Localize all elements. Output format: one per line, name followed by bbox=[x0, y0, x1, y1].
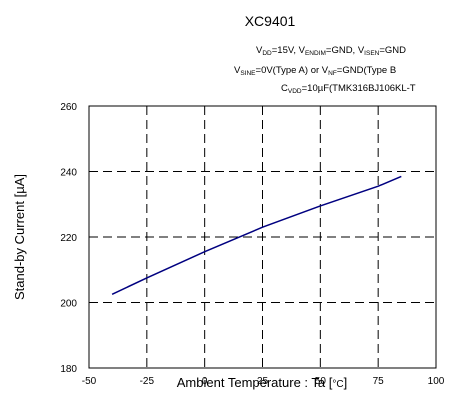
x-tick-label: -25 bbox=[140, 376, 155, 387]
y-tick-label: 200 bbox=[60, 299, 77, 310]
x-tick-label: 75 bbox=[373, 376, 385, 387]
x-axis-label: Ambient Temperature : Ta [°C] bbox=[177, 375, 347, 390]
y-tick-label: 260 bbox=[60, 102, 77, 113]
condition-line-2: VSINE=0V(Type A) or VNF=GND(Type B bbox=[234, 65, 396, 77]
y-tick-label: 240 bbox=[60, 168, 77, 179]
chart-title: XC9401 bbox=[245, 13, 296, 29]
x-tick-label: -50 bbox=[82, 376, 97, 387]
y-tick-label: 220 bbox=[60, 233, 77, 244]
x-tick-label: 0 bbox=[202, 376, 208, 387]
conditions-text: VDD=15V, VENDIM=GND, VISEN=GND VSINE=0V(… bbox=[234, 45, 416, 95]
y-tick-label: 180 bbox=[60, 364, 77, 375]
condition-line-3: CVDD=10µF(TMK316BJ106KL-T bbox=[281, 83, 416, 95]
x-tick-label: 50 bbox=[315, 376, 327, 387]
series-line bbox=[111, 175, 402, 295]
x-tick-label: 25 bbox=[257, 376, 269, 387]
series-layer bbox=[111, 175, 402, 295]
grid bbox=[89, 106, 436, 368]
tick-labels: -50 -25 0 25 50 75 100 180 200 220 240 260 bbox=[60, 102, 444, 387]
condition-line-1: VDD=15V, VENDIM=GND, VISEN=GND bbox=[256, 45, 406, 57]
y-axis-label: Stand-by Current [µA] bbox=[12, 174, 27, 300]
x-tick-label: 100 bbox=[428, 376, 445, 387]
